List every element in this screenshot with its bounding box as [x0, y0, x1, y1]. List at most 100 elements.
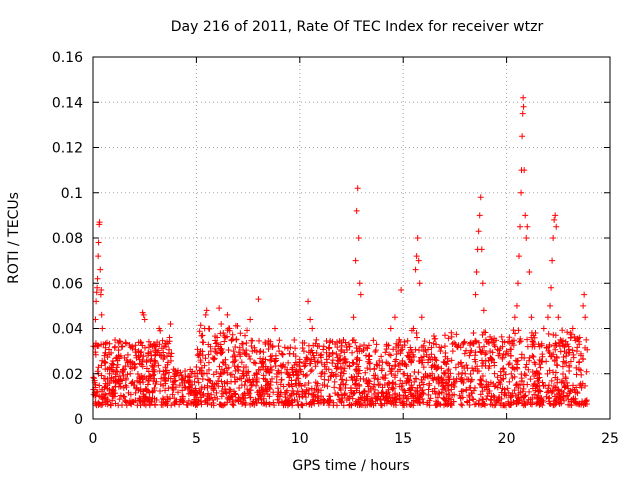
data-point — [414, 384, 421, 391]
data-point — [165, 385, 172, 392]
data-point — [466, 401, 473, 408]
data-point — [378, 353, 385, 360]
data-point — [363, 344, 370, 351]
data-point — [176, 401, 183, 408]
data-point — [530, 339, 537, 346]
data-point — [430, 332, 437, 339]
data-point — [218, 320, 225, 327]
data-point — [167, 320, 174, 327]
data-point — [356, 389, 363, 396]
data-point — [137, 352, 144, 359]
data-point — [357, 291, 364, 298]
data-point — [308, 356, 315, 363]
data-point — [350, 314, 357, 321]
data-point — [515, 384, 522, 391]
data-point — [371, 390, 378, 397]
data-point — [519, 133, 526, 140]
x-tick-label: 20 — [498, 431, 516, 447]
data-point — [379, 365, 386, 372]
data-point — [119, 369, 126, 376]
data-point — [445, 373, 452, 380]
data-point — [569, 325, 576, 332]
data-point — [276, 348, 283, 355]
data-point — [366, 360, 373, 367]
data-point — [448, 357, 455, 364]
data-point — [508, 370, 515, 377]
data-point — [377, 402, 384, 409]
data-point — [139, 363, 146, 370]
data-point — [140, 398, 147, 405]
data-point — [333, 373, 340, 380]
data-point — [239, 340, 246, 347]
data-point — [326, 344, 333, 351]
data-point — [547, 401, 554, 408]
data-point — [400, 400, 407, 407]
data-point — [332, 390, 339, 397]
data-point — [140, 353, 147, 360]
x-tick-label: 15 — [394, 431, 412, 447]
data-point — [259, 359, 266, 366]
data-point — [479, 388, 486, 395]
data-point — [99, 357, 106, 364]
data-point — [224, 311, 231, 318]
data-point — [466, 392, 473, 399]
data-point — [546, 341, 553, 348]
data-point — [309, 391, 316, 398]
data-point — [158, 399, 165, 406]
data-point — [553, 353, 560, 360]
data-point — [584, 346, 591, 353]
data-point — [505, 361, 512, 368]
data-point — [543, 393, 550, 400]
data-point — [289, 369, 296, 376]
data-point — [159, 395, 166, 402]
data-point — [429, 388, 436, 395]
data-point — [145, 349, 152, 356]
data-point — [143, 357, 150, 364]
data-point — [96, 219, 103, 226]
data-point — [101, 384, 108, 391]
data-point — [212, 340, 219, 347]
data-point — [420, 364, 427, 371]
data-point — [349, 359, 356, 366]
data-point — [182, 367, 189, 374]
data-point — [352, 257, 359, 264]
data-point — [353, 207, 360, 214]
data-point — [467, 378, 474, 385]
data-point — [501, 386, 508, 393]
data-point — [393, 351, 400, 358]
data-point — [388, 384, 395, 391]
data-point — [552, 374, 559, 381]
data-point — [101, 395, 108, 402]
data-point — [365, 388, 372, 395]
data-point — [199, 339, 206, 346]
data-point — [433, 402, 440, 409]
y-axis-ticks: 0 0.02 0.04 0.06 0.08 0.1 0.12 0.14 0.16 — [52, 50, 610, 428]
data-point — [544, 370, 551, 377]
data-point — [442, 350, 449, 357]
data-point — [414, 235, 421, 241]
data-point — [124, 371, 131, 378]
data-point — [550, 402, 557, 409]
data-point — [520, 94, 527, 101]
data-point — [522, 372, 529, 379]
data-point — [312, 363, 319, 370]
data-point — [552, 212, 559, 219]
data-point — [373, 395, 380, 402]
data-point — [254, 371, 261, 378]
data-point — [117, 352, 124, 359]
data-point — [238, 382, 245, 389]
data-point — [155, 362, 162, 369]
data-point — [147, 375, 154, 382]
data-point — [197, 348, 204, 355]
data-point — [275, 399, 282, 406]
data-point — [289, 387, 296, 394]
data-point — [136, 378, 143, 385]
data-point — [425, 391, 432, 398]
data-point — [539, 353, 546, 360]
data-point — [356, 382, 363, 389]
data-point — [274, 396, 281, 403]
data-point — [463, 362, 470, 369]
data-point — [510, 365, 517, 372]
data-point — [151, 368, 158, 375]
data-point — [208, 383, 215, 390]
